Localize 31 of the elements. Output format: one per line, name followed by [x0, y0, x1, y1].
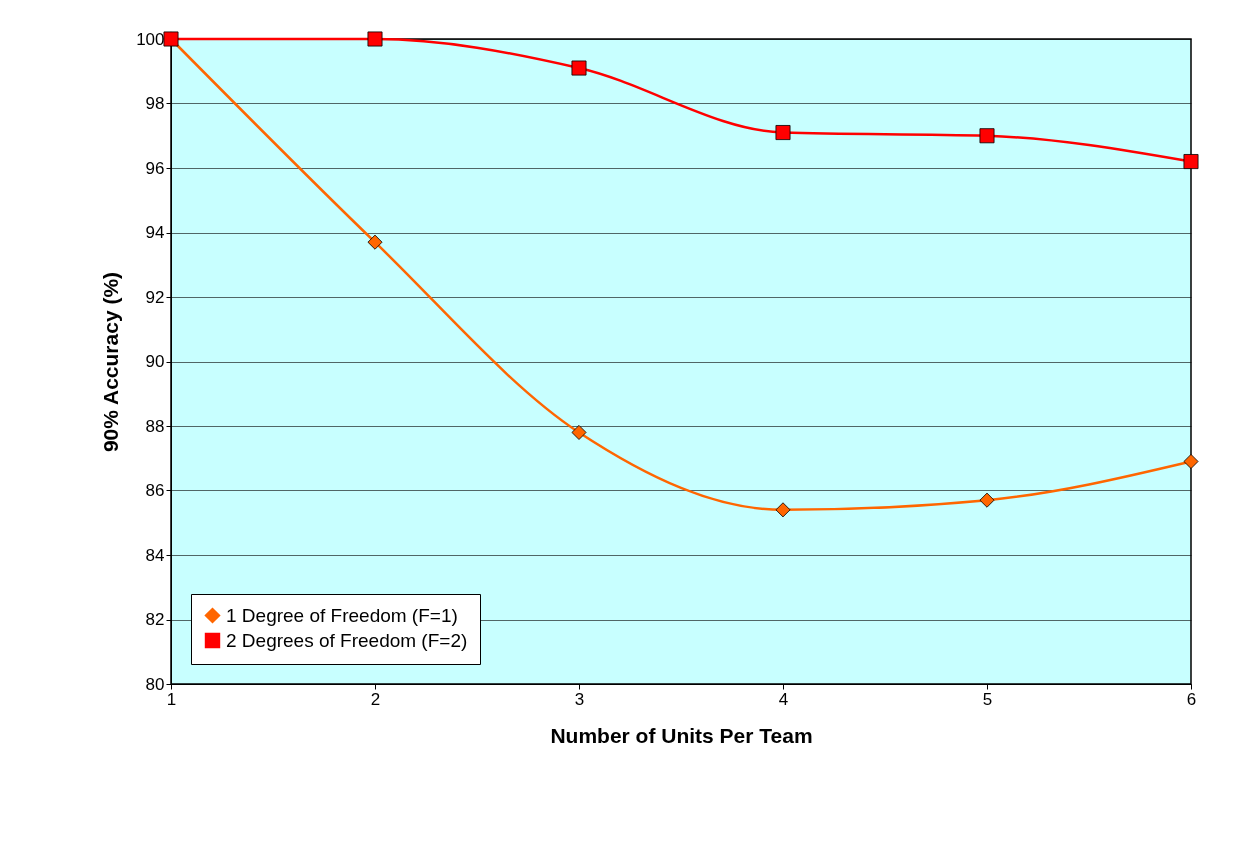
- x-tick-label: 5: [982, 689, 993, 709]
- point: [979, 492, 995, 508]
- y-tick-label: 88: [145, 416, 165, 436]
- x-tick-label: 3: [574, 689, 585, 709]
- y-tick-label: 94: [145, 223, 165, 242]
- point: [775, 502, 791, 518]
- point: [1183, 454, 1199, 469]
- x-tick-label: 1: [166, 689, 177, 709]
- point: [571, 60, 587, 76]
- y-tick-label: 84: [145, 545, 165, 565]
- point: [979, 128, 995, 144]
- y-tick-label: 90: [145, 352, 165, 371]
- y-tick-label: 92: [145, 287, 165, 307]
- y-tick-label: 98: [145, 94, 165, 113]
- point: [1183, 154, 1199, 170]
- y-tick-label: 82: [145, 610, 165, 629]
- y-axis-title: 90% Accuracy (%): [99, 271, 123, 453]
- point: [571, 424, 587, 440]
- point: [367, 234, 383, 250]
- y-tick-label: 100: [136, 29, 165, 49]
- x-axis-title: Number of Units Per Team: [550, 723, 813, 747]
- x-tick-label: 6: [1186, 689, 1197, 709]
- y-tick-label: 96: [145, 158, 165, 178]
- legend-label: 1 Degree of Freedom (F=1): [226, 604, 458, 626]
- point: [775, 125, 791, 140]
- point: [367, 31, 383, 47]
- y-tick-label: 80: [145, 674, 165, 694]
- x-tick-label: 4: [778, 689, 789, 709]
- x-tick-label: 2: [370, 689, 381, 709]
- y-tick-label: 86: [145, 481, 165, 500]
- legend-label: 2 Degrees of Freedom (F=2): [226, 629, 468, 651]
